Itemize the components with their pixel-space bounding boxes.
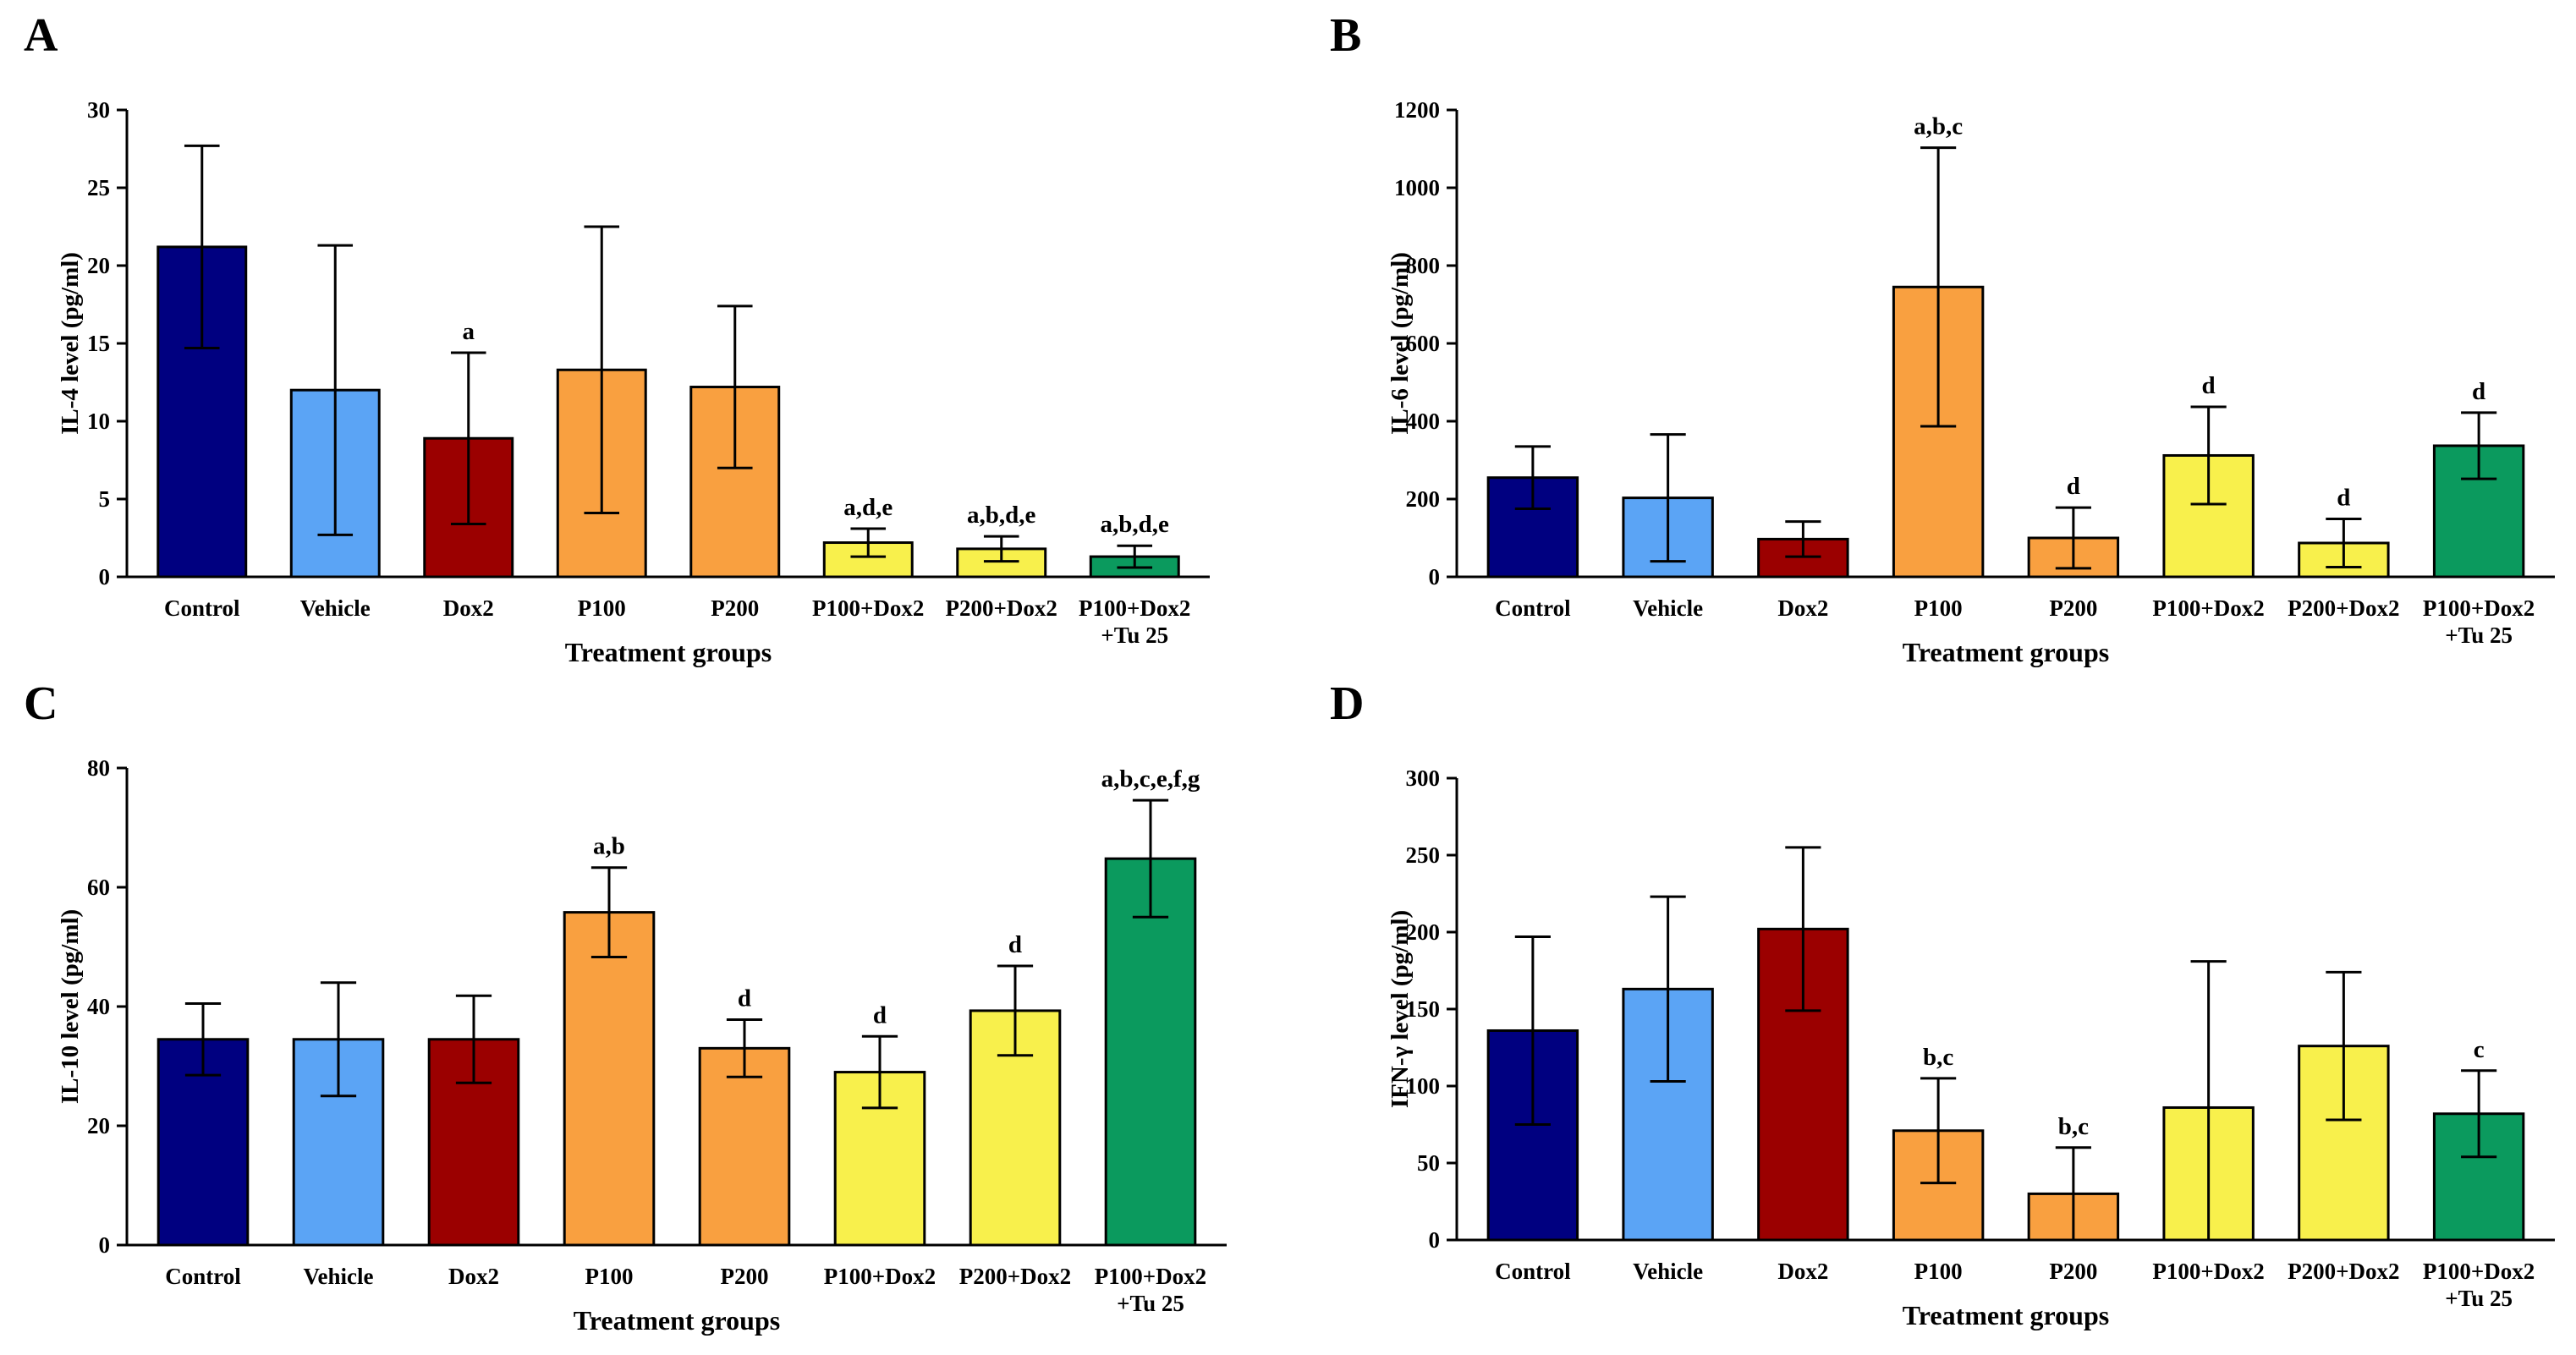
significance-label: b,c: [2058, 1113, 2089, 1140]
category-label: P100+Dox2: [824, 1264, 936, 1289]
y-tick-label: 1200: [1394, 97, 1440, 123]
category-label: P100+Dox2: [2152, 595, 2264, 621]
category-label: Dox2: [448, 1264, 499, 1289]
y-tick-label: 0: [1429, 1227, 1441, 1253]
category-label: P100+Dox2: [1079, 595, 1190, 621]
y-tick-label: 80: [87, 755, 110, 781]
category-label: Dox2: [443, 595, 494, 621]
y-tick-label: 20: [87, 253, 110, 278]
y-axis-title: IL-6 level (pg/ml): [1387, 252, 1414, 435]
category-label: P200: [2049, 1259, 2097, 1284]
y-tick-label: 200: [1406, 919, 1441, 945]
category-label: P100: [1914, 1259, 1963, 1284]
x-axis-title: Treatment groups: [574, 1305, 780, 1336]
category-label: P100: [1914, 595, 1963, 621]
y-tick-label: 100: [1406, 1073, 1441, 1099]
category-label: +Tu 25: [2445, 1286, 2513, 1311]
y-tick-label: 25: [87, 175, 110, 200]
category-label: P200+Dox2: [2288, 595, 2399, 621]
category-label: Dox2: [1777, 1259, 1828, 1284]
category-label: +Tu 25: [1101, 623, 1168, 648]
significance-label: d: [2067, 473, 2080, 500]
significance-label: b,c: [1923, 1044, 1953, 1071]
panel-letter: A: [24, 9, 58, 62]
category-label: P100: [585, 1264, 634, 1289]
y-tick-label: 1000: [1394, 175, 1440, 200]
category-label: P100+Dox2: [2152, 1259, 2264, 1284]
y-tick-label: 0: [99, 1232, 111, 1258]
significance-label: d: [2472, 378, 2485, 405]
significance-label: d: [2202, 372, 2216, 399]
y-axis-title: IL-10 level (pg/ml): [57, 909, 84, 1104]
significance-label: a,b: [593, 833, 625, 860]
category-label: P200+Dox2: [946, 595, 1057, 621]
significance-label: d: [1008, 931, 1022, 958]
category-label: P200: [711, 595, 759, 621]
category-label: Dox2: [1777, 595, 1828, 621]
y-tick-label: 50: [1417, 1150, 1440, 1176]
category-label: Vehicle: [300, 595, 371, 621]
bar: [563, 911, 656, 1247]
category-label: Vehicle: [304, 1264, 374, 1289]
category-label: Control: [1495, 595, 1571, 621]
panel-letter: D: [1330, 678, 1364, 730]
bar: [698, 1046, 791, 1247]
category-label: Control: [1495, 1259, 1571, 1284]
category-label: P200+Dox2: [2288, 1259, 2399, 1284]
category-label: Control: [164, 595, 240, 621]
y-tick-label: 600: [1406, 331, 1441, 356]
y-tick-label: 30: [87, 97, 110, 123]
y-tick-label: 60: [87, 875, 110, 900]
category-label: P200+Dox2: [959, 1264, 1071, 1289]
significance-label: d: [2337, 484, 2350, 511]
y-axis-title: IL-4 level (pg/ml): [57, 252, 84, 435]
significance-label: c: [2474, 1036, 2485, 1063]
category-label: P200: [721, 1264, 769, 1289]
category-label: P100+Dox2: [812, 595, 924, 621]
category-label: +Tu 25: [1117, 1291, 1184, 1316]
y-tick-label: 15: [87, 331, 110, 356]
significance-label: a,b,c,e,f,g: [1101, 765, 1200, 793]
y-tick-label: 5: [99, 486, 111, 512]
y-tick-label: 0: [1429, 564, 1441, 590]
significance-label: a,d,e: [843, 494, 893, 521]
significance-label: a,b,c: [1914, 113, 1963, 140]
panel-letter: B: [1330, 9, 1361, 62]
category-label: Vehicle: [1633, 1259, 1703, 1284]
category-label: P100+Dox2: [2423, 595, 2535, 621]
significance-label: d: [873, 1001, 887, 1029]
y-tick-label: 400: [1406, 409, 1441, 434]
significance-label: a,b,d,e: [967, 502, 1036, 529]
panel-letter: C: [24, 678, 58, 730]
y-tick-label: 10: [87, 409, 110, 434]
x-axis-title: Treatment groups: [1903, 637, 2109, 667]
bar: [1486, 476, 1579, 579]
significance-label: a: [463, 318, 475, 345]
y-tick-label: 40: [87, 994, 110, 1019]
significance-label: a,b,d,e: [1101, 511, 1170, 538]
y-tick-label: 800: [1406, 253, 1441, 278]
y-tick-label: 200: [1406, 486, 1441, 512]
category-label: Control: [165, 1264, 241, 1289]
category-label: P200: [2049, 595, 2097, 621]
bar: [1104, 857, 1197, 1247]
y-tick-label: 0: [99, 564, 111, 590]
x-axis-title: Treatment groups: [1903, 1300, 2109, 1330]
x-axis-title: Treatment groups: [565, 637, 772, 667]
y-axis-title: IFN-γ level (pg/ml): [1387, 910, 1414, 1108]
y-tick-label: 300: [1406, 765, 1441, 791]
y-tick-label: 150: [1406, 996, 1441, 1022]
category-label: +Tu 25: [2445, 623, 2513, 648]
category-label: P100+Dox2: [1095, 1264, 1206, 1289]
significance-label: d: [738, 985, 751, 1012]
category-label: P100+Dox2: [2423, 1259, 2535, 1284]
category-label: Vehicle: [1633, 595, 1703, 621]
category-label: P100: [578, 595, 626, 621]
y-tick-label: 20: [87, 1113, 110, 1138]
y-tick-label: 250: [1406, 842, 1441, 868]
